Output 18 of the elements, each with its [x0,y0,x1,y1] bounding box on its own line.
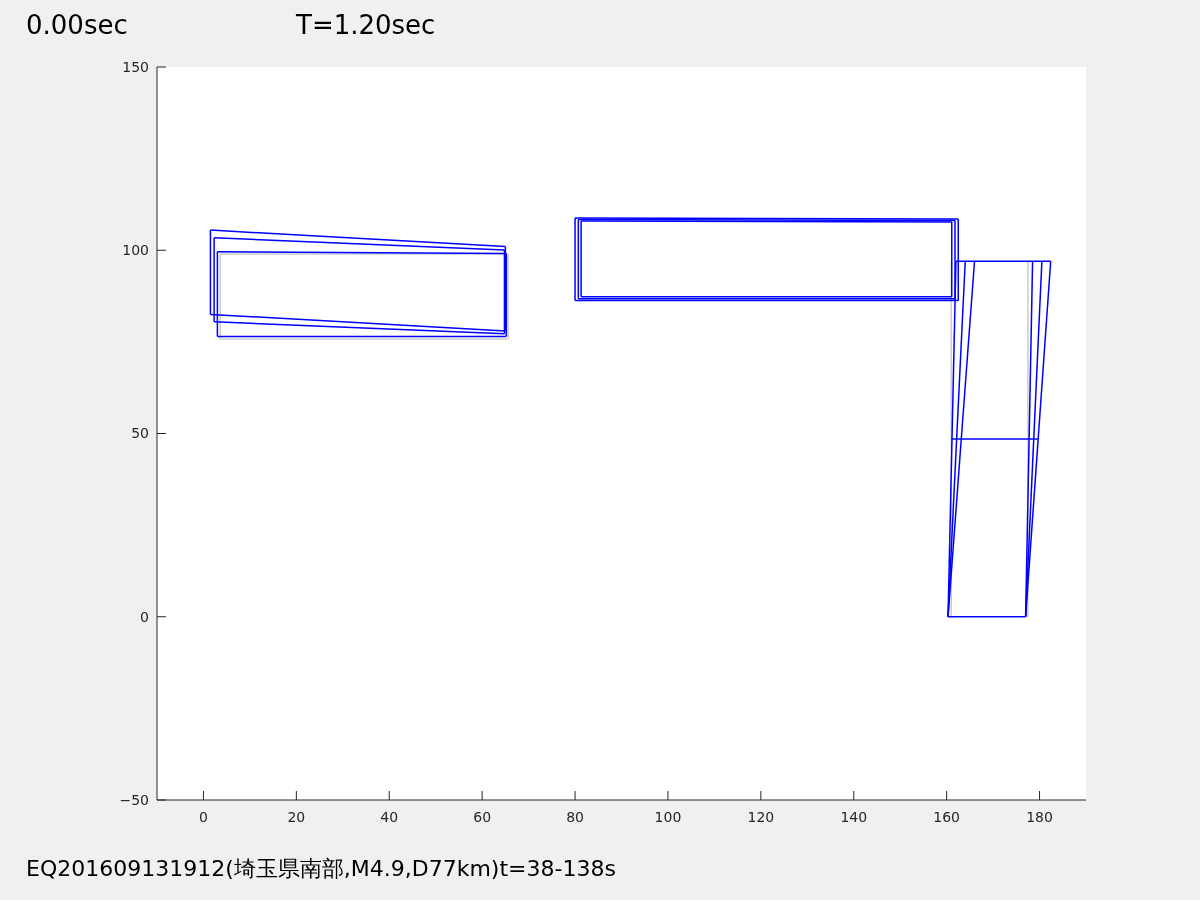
x-tick-label: 40 [380,809,399,825]
x-tick-label: 60 [473,809,492,825]
x-tick-label: 100 [654,809,682,825]
x-tick-label: 160 [933,809,961,825]
y-tick-label: 0 [140,608,149,625]
chart-title: 0.00sec [26,10,128,40]
x-tick-label: 20 [287,809,306,825]
x-tick-label: 80 [566,809,584,825]
x-tick-label: 120 [747,809,775,825]
x-tick-label: 0 [198,809,208,825]
text: EQ201609131912(埼玉県南部,M4.9,D77km)t=38-138s [26,856,616,881]
x-tick-label: 180 [1026,809,1053,825]
chart-subtitle: T=1.20sec [295,10,436,40]
y-tick-label: 100 [122,242,149,259]
x-tick-label: 140 [840,809,868,825]
y-tick-label: 150 [122,58,149,75]
y-tick-label: 50 [131,425,149,442]
y-tick-label: −50 [119,791,149,808]
